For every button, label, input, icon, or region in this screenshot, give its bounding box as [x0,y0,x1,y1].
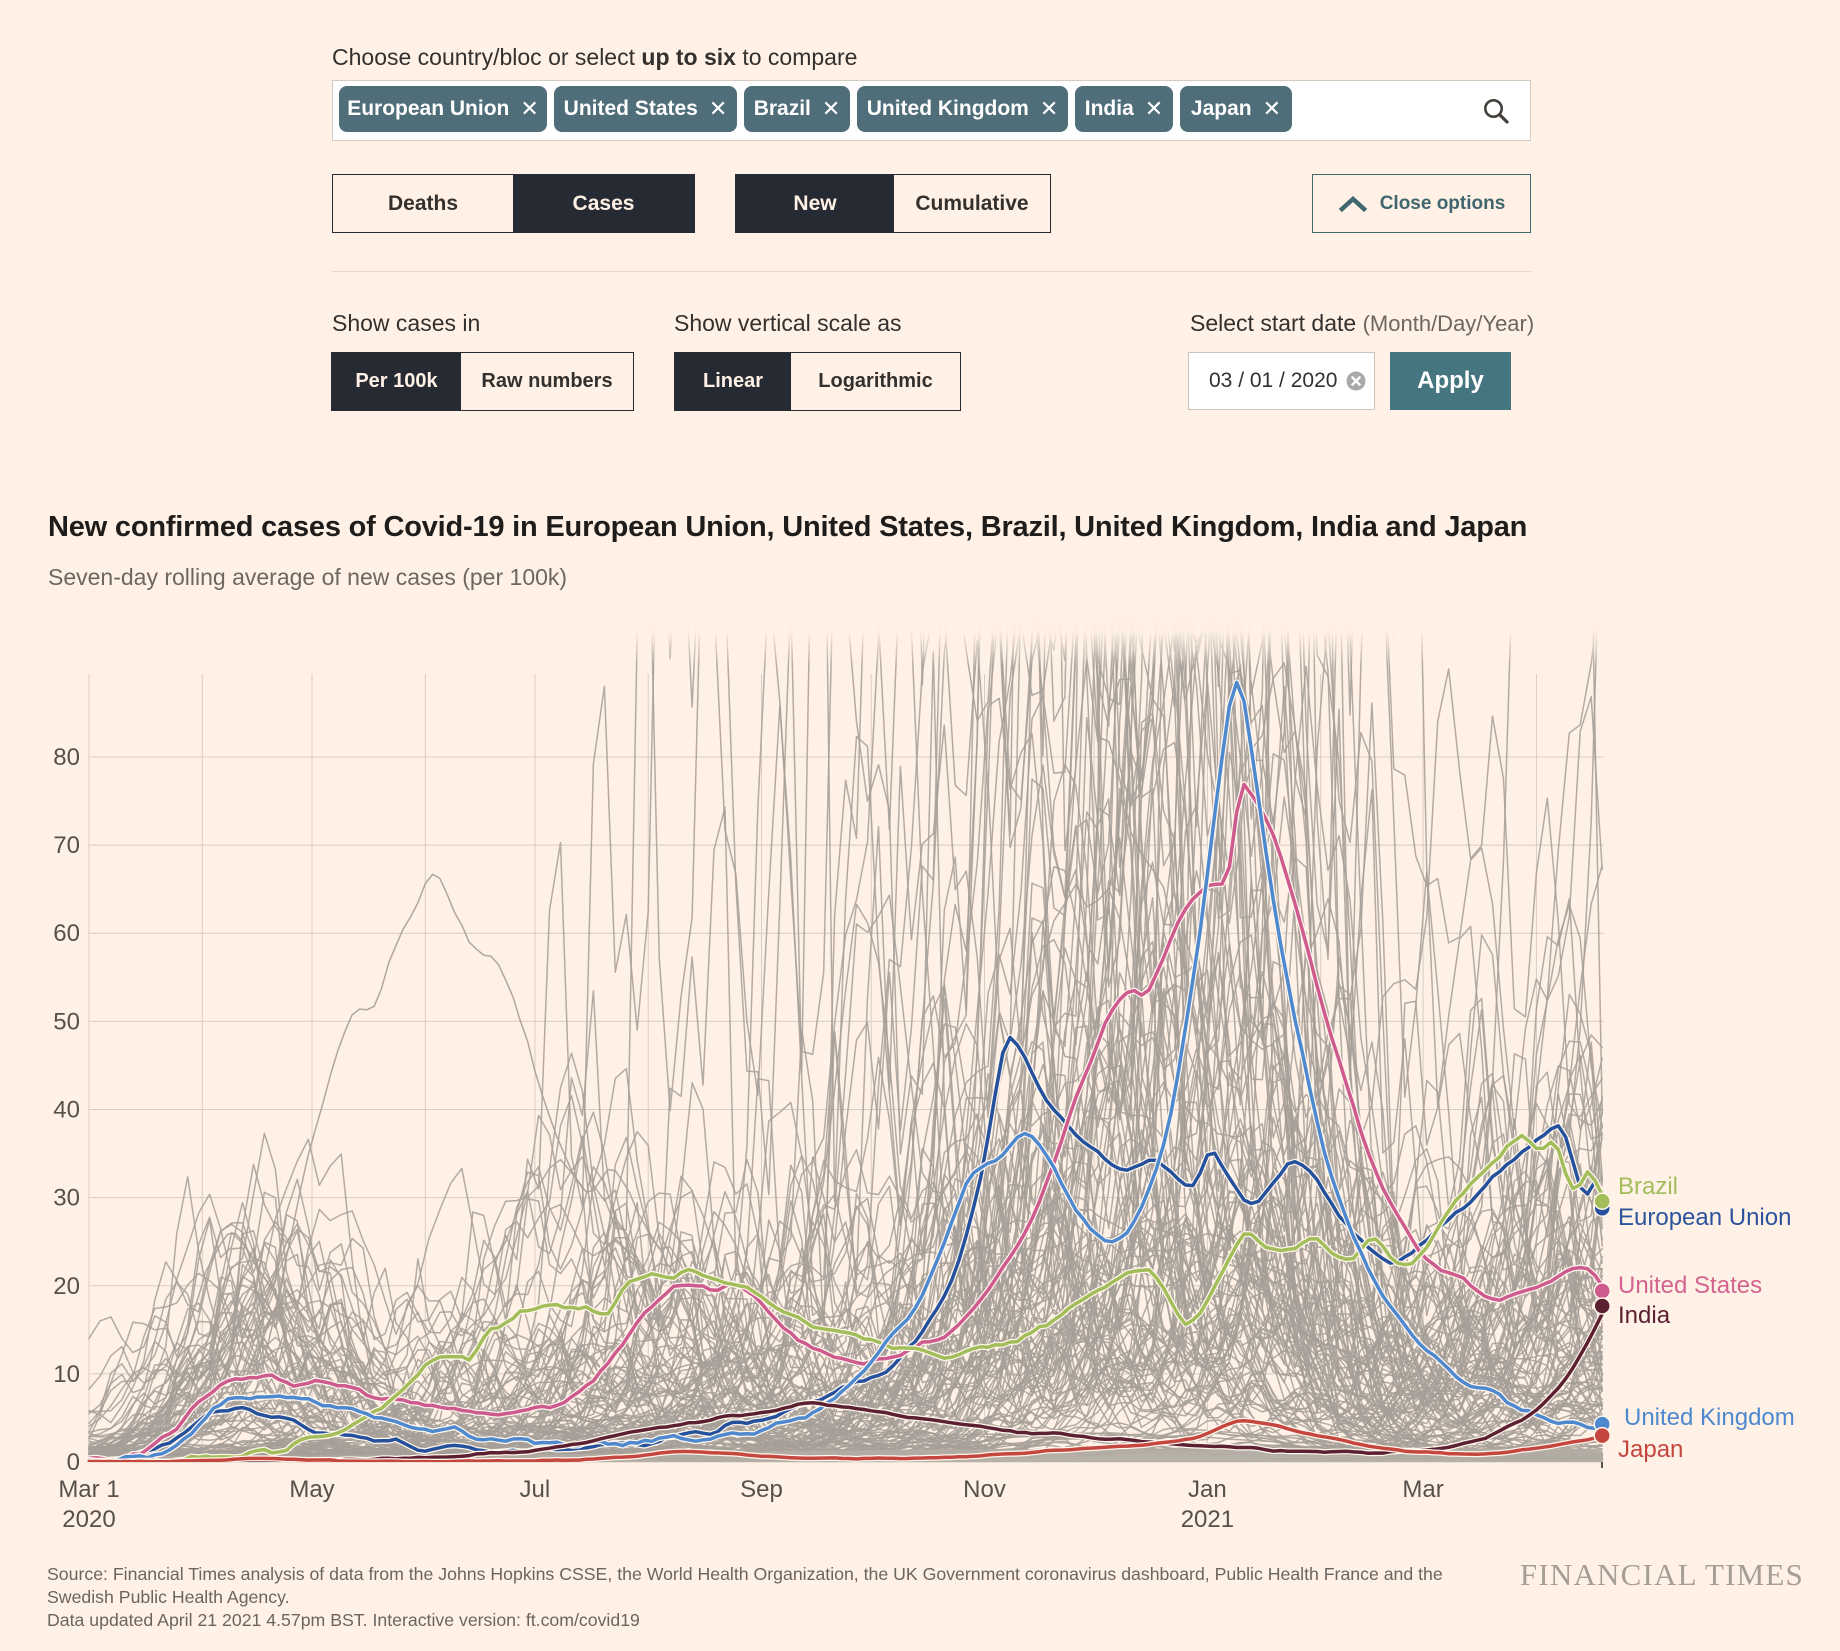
svg-text:50: 50 [53,1008,80,1035]
svg-text:May: May [289,1476,334,1503]
svg-text:Nov: Nov [963,1476,1006,1503]
svg-text:2021: 2021 [1181,1506,1234,1533]
svg-text:0: 0 [67,1449,80,1476]
svg-text:60: 60 [53,920,80,947]
svg-text:United States: United States [1618,1272,1762,1299]
svg-text:40: 40 [53,1097,80,1124]
svg-text:Mar 1: Mar 1 [58,1476,119,1503]
svg-text:United Kingdom: United Kingdom [1624,1404,1795,1431]
svg-text:Japan: Japan [1618,1436,1683,1463]
svg-text:Jan: Jan [1188,1476,1227,1503]
svg-text:10: 10 [53,1361,80,1388]
svg-text:Jul: Jul [520,1476,551,1503]
svg-text:20: 20 [53,1273,80,1300]
svg-text:70: 70 [53,832,80,859]
svg-text:Mar: Mar [1402,1476,1443,1503]
svg-text:30: 30 [53,1185,80,1212]
svg-text:Sep: Sep [740,1476,783,1503]
svg-text:Brazil: Brazil [1618,1173,1678,1200]
svg-text:India: India [1618,1302,1671,1329]
svg-text:2020: 2020 [62,1506,115,1533]
svg-text:80: 80 [53,744,80,771]
svg-text:European Union: European Union [1618,1204,1791,1231]
